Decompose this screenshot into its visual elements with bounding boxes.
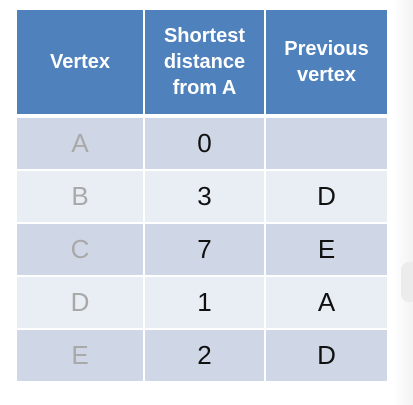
table-row: E 2 D: [15, 328, 389, 383]
table-row: D 1 A: [15, 275, 389, 330]
vertex-cell: A: [15, 115, 145, 171]
vertex-cell: E: [15, 328, 145, 383]
header-distance-line-1: Shortest: [163, 25, 246, 47]
previous-cell: A: [264, 275, 389, 330]
previous-cell: E: [264, 222, 389, 277]
vertex-cell: D: [15, 275, 145, 330]
table-row: A 0: [15, 115, 389, 171]
table-row: C 7 E: [15, 222, 389, 277]
side-tab: [401, 262, 413, 302]
distance-cell: 3: [143, 169, 266, 224]
vertex-cell: C: [15, 222, 145, 277]
header-shortest-distance: Shortest distance from A: [143, 8, 266, 118]
side-shadow: [393, 0, 413, 405]
header-previous-vertex: Previous vertex: [264, 8, 389, 118]
previous-cell: D: [264, 328, 389, 383]
previous-cell: D: [264, 169, 389, 224]
header-previous-line-1: Previous: [284, 38, 369, 60]
table-row: B 3 D: [15, 169, 389, 224]
header-previous-line-2: vertex: [297, 64, 356, 86]
previous-cell: [264, 115, 389, 171]
header-row: Vertex Shortest distance from A Previous…: [15, 8, 389, 118]
distance-cell: 1: [143, 275, 266, 330]
header-distance-line-3: from A: [172, 77, 237, 99]
header-vertex: Vertex: [15, 8, 145, 118]
distance-cell: 0: [143, 115, 266, 171]
distance-cell: 7: [143, 222, 266, 277]
dijkstra-table: Vertex Shortest distance from A Previous…: [15, 8, 389, 383]
vertex-cell: B: [15, 169, 145, 224]
distance-cell: 2: [143, 328, 266, 383]
header-distance-line-2: distance: [163, 51, 246, 73]
